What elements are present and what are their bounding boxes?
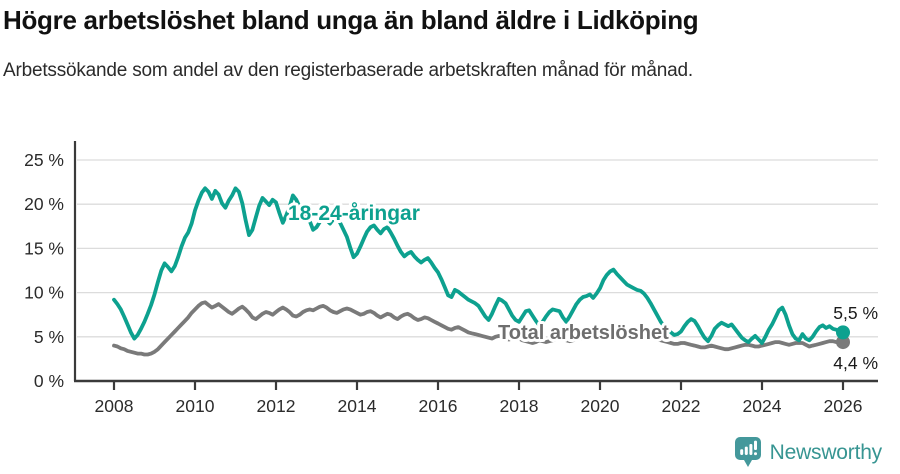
chart-title: Högre arbetslöshet bland unga än bland ä… bbox=[3, 5, 699, 35]
series-end-dot bbox=[836, 325, 850, 340]
x-axis-tick-label: 2020 bbox=[581, 396, 620, 416]
y-axis-tick-label: 15 % bbox=[24, 238, 64, 258]
x-axis-tick-label: 2022 bbox=[662, 396, 701, 416]
series-end-dot bbox=[836, 335, 850, 350]
y-axis-tick-label: 20 % bbox=[24, 194, 64, 214]
footer: Newsworthy bbox=[734, 436, 882, 470]
x-axis-tick-label: 2024 bbox=[743, 396, 782, 416]
y-axis-tick-label: 0 % bbox=[34, 371, 64, 391]
series-label: 18-24-åringar bbox=[288, 202, 420, 225]
x-axis-tick-label: 2008 bbox=[95, 396, 134, 416]
y-axis-tick-label: 10 % bbox=[24, 283, 64, 303]
series-label: Total arbetslöshet bbox=[498, 322, 669, 344]
chart-subtitle: Arbetssökande som andel av den registerb… bbox=[3, 60, 693, 81]
newsworthy-logo-icon[interactable] bbox=[734, 436, 762, 470]
y-axis-tick-label: 25 % bbox=[24, 150, 64, 170]
x-axis-tick-label: 2018 bbox=[500, 396, 539, 416]
x-axis-tick-label: 2016 bbox=[419, 396, 458, 416]
x-axis-tick-label: 2014 bbox=[338, 396, 377, 416]
x-axis-tick-label: 2026 bbox=[824, 396, 863, 416]
y-axis-tick-label: 5 % bbox=[34, 327, 64, 347]
series-line bbox=[112, 186, 845, 345]
series-end-value-label: 4,4 % bbox=[833, 353, 878, 373]
x-axis-tick-label: 2010 bbox=[176, 396, 215, 416]
series-end-value-label: 5,5 % bbox=[833, 303, 878, 323]
newsworthy-brand-text[interactable]: Newsworthy bbox=[769, 441, 883, 464]
series-line bbox=[112, 300, 845, 357]
x-axis-tick-label: 2012 bbox=[257, 396, 296, 416]
